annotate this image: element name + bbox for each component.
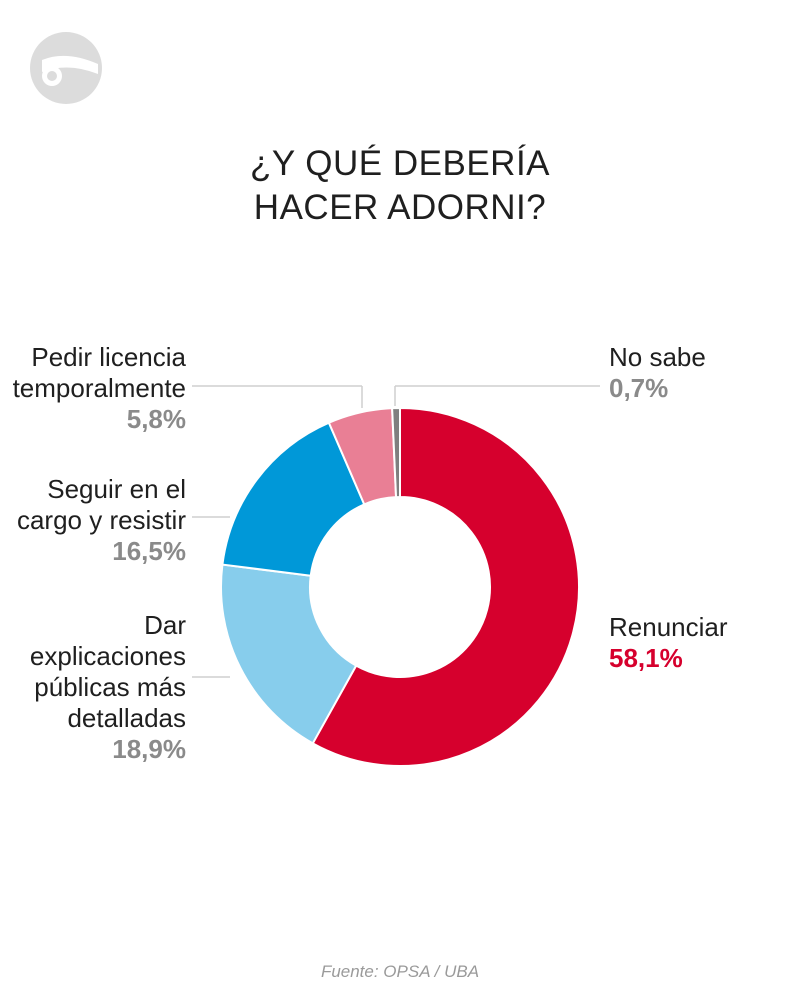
slice-label-pedir-line-2: temporalmente (12, 373, 186, 403)
slice-value-dar: 18,9% (112, 734, 186, 764)
slice-label-pedir: Pedir licencia temporalmente 5,8% (13, 342, 186, 435)
donut-slices (220, 406, 580, 767)
slice-label-nosabe-line-1: No sabe (609, 342, 706, 372)
slice-label-dar-line-3: públicas más (34, 672, 186, 702)
slice-label-dar-line-1: Dar (144, 610, 186, 640)
slice-value-nosabe: 0,7% (609, 373, 669, 403)
donut-slice-dar (220, 563, 358, 745)
slice-label-renunciar: Renunciar 58,1% (609, 612, 728, 674)
chart-title-line-1: ¿Y QUÉ DEBERÍA (249, 144, 551, 183)
slice-value-seguir: 16,5% (112, 536, 186, 566)
slice-label-seguir: Seguir en el cargo y resistir 16,5% (17, 474, 186, 567)
brand-logo (30, 32, 102, 104)
slice-value-pedir: 5,8% (126, 404, 186, 434)
leader-lines (192, 385, 600, 678)
slice-label-dar: Dar explicaciones públicas más detallada… (30, 610, 186, 765)
slice-label-dar-line-2: explicaciones (29, 641, 186, 671)
slice-label-seguir-line-1: Seguir en el (47, 474, 186, 504)
donut-slice-renunciar (311, 406, 580, 767)
donut-slice-seguir (221, 421, 366, 577)
slice-label-nosabe: No sabe 0,7% (609, 342, 706, 404)
slice-label-pedir-line-1: Pedir licencia (31, 342, 186, 372)
chart-title: ¿Y QUÉ DEBERÍA HACER ADORNI? (0, 142, 800, 230)
slice-value-renunciar: 58,1% (609, 643, 683, 673)
slice-label-renunciar-line-1: Renunciar (609, 612, 728, 642)
donut-slice-no (391, 406, 401, 499)
source-note: Fuente: OPSA / UBA (320, 962, 480, 981)
slice-label-seguir-line-2: cargo y resistir (16, 505, 186, 535)
chart-title-line-2: HACER ADORNI? (253, 188, 547, 227)
slice-label-dar-line-4: detalladas (67, 703, 186, 733)
